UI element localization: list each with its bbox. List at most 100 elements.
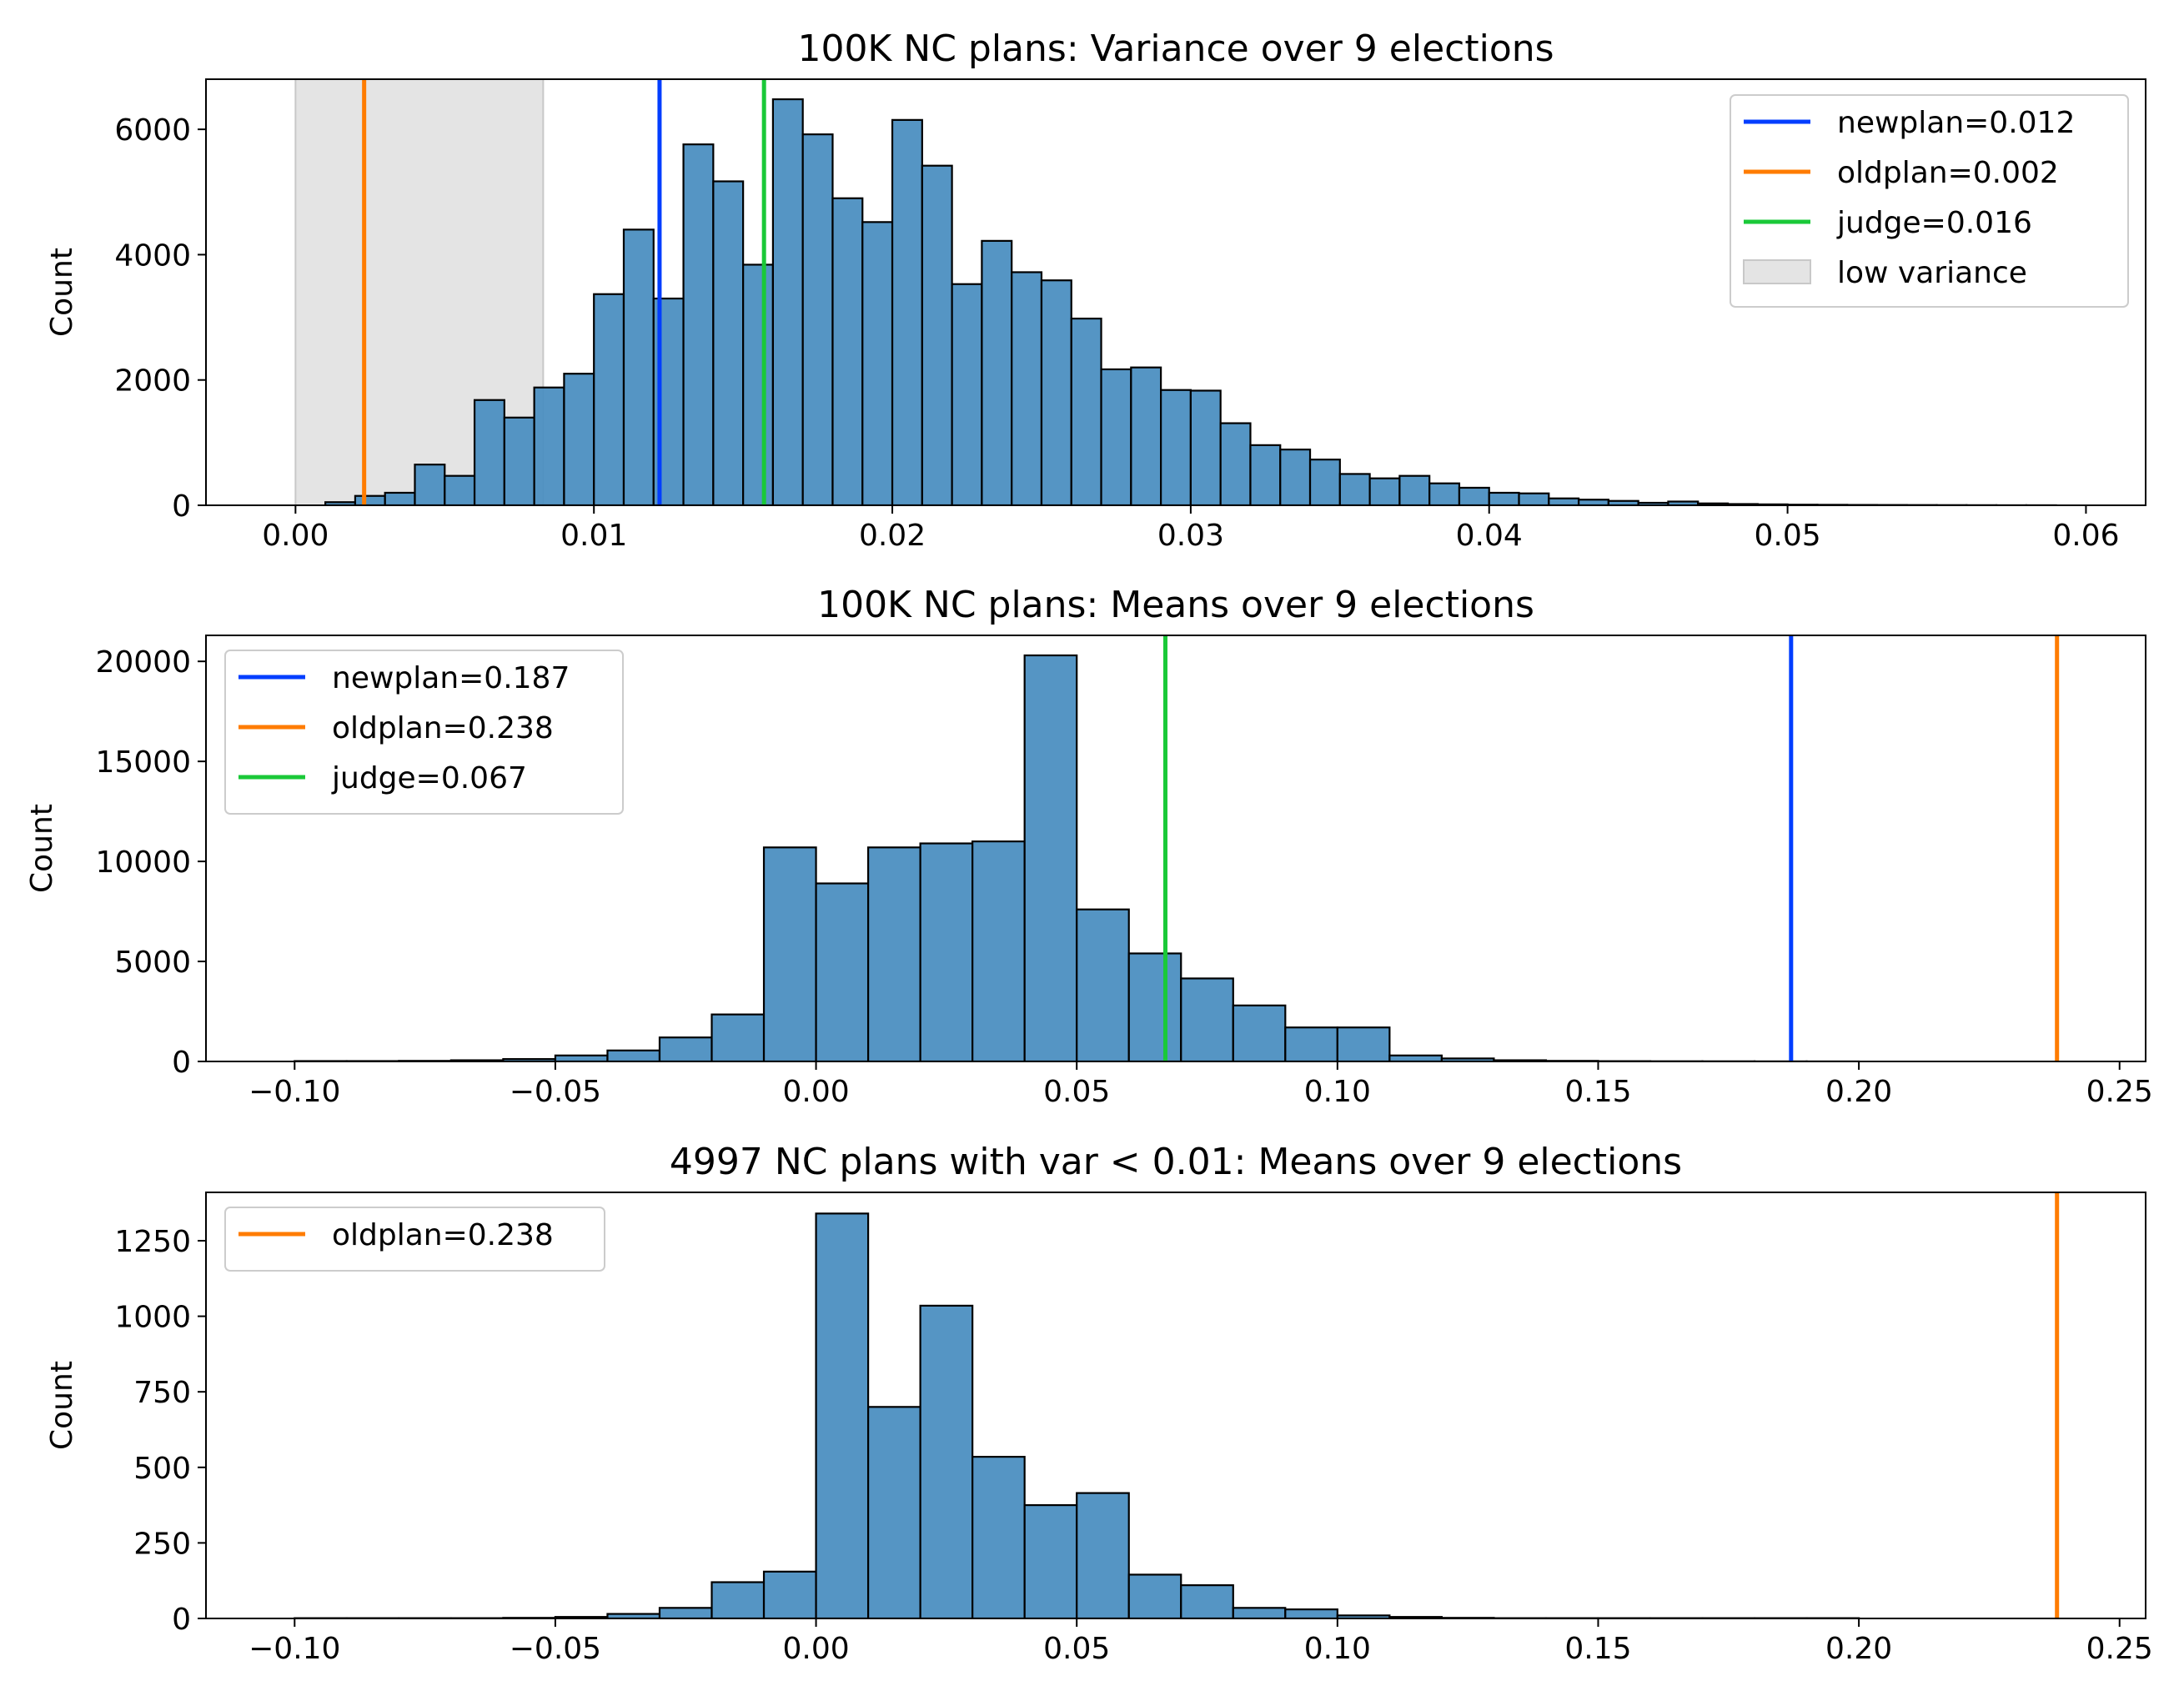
histogram-bar bbox=[921, 164, 953, 505]
legend-box bbox=[1730, 94, 2129, 308]
histogram-bar bbox=[1518, 492, 1550, 505]
histogram-bar bbox=[1100, 368, 1132, 505]
x-tick-label: 0.25 bbox=[2086, 1075, 2153, 1109]
legend: newplan=0.187 oldplan=0.238 judge=0.067 bbox=[224, 650, 624, 815]
x-tick-label: 0.02 bbox=[859, 519, 926, 553]
y-tick-label: 0 bbox=[172, 489, 191, 524]
histogram-bar bbox=[742, 263, 775, 505]
histogram-bar bbox=[658, 1607, 713, 1618]
x-tick-label: 0.20 bbox=[1825, 1632, 1892, 1666]
histogram-bar bbox=[1458, 486, 1490, 505]
legend-label: oldplan=0.238 bbox=[332, 711, 554, 745]
y-tick-label: 20000 bbox=[95, 645, 191, 680]
histogram-bar bbox=[682, 143, 715, 505]
legend-label: low variance bbox=[1837, 256, 2027, 290]
y-axis-label: Count bbox=[25, 804, 59, 893]
histogram-bar bbox=[1232, 1607, 1287, 1618]
histogram-bar bbox=[1127, 952, 1182, 1061]
y-tick-label: 1000 bbox=[114, 1301, 191, 1335]
histogram-bar bbox=[919, 1304, 974, 1618]
subplot-1: 0.00 0.01 0.02 0.03 0.04 0.05 0.06 0 2000 4000 600… bbox=[45, 28, 2146, 553]
histogram-bar bbox=[622, 228, 655, 505]
histogram-bar bbox=[414, 464, 446, 505]
chart-title: 100K NC plans: Variance over 9 elections bbox=[797, 28, 1554, 70]
histogram-bar bbox=[1308, 459, 1341, 505]
histogram-bar bbox=[1219, 422, 1252, 505]
plot-area bbox=[294, 1192, 2060, 1618]
histogram-bar bbox=[815, 882, 870, 1061]
histogram-bar bbox=[1076, 1492, 1130, 1618]
legend-label: newplan=0.187 bbox=[332, 661, 570, 695]
histogram-bar bbox=[1180, 977, 1234, 1061]
histogram-bar bbox=[866, 846, 921, 1061]
histogram-bar bbox=[861, 221, 894, 505]
histogram-bar bbox=[1398, 474, 1431, 505]
histogram-bar bbox=[1388, 1054, 1443, 1061]
chart-title: 100K NC plans: Means over 9 elections bbox=[817, 584, 1534, 626]
histogram-bar bbox=[1023, 654, 1078, 1061]
x-tick-label: 0.10 bbox=[1304, 1075, 1371, 1109]
histogram-bar bbox=[554, 1054, 609, 1061]
y-tick-label: 5000 bbox=[114, 946, 191, 980]
histogram-bar bbox=[1284, 1026, 1338, 1061]
histogram-bar bbox=[951, 283, 983, 505]
axes-frame bbox=[205, 635, 2146, 1062]
histogram-bar bbox=[1284, 1608, 1338, 1618]
histogram-bar bbox=[384, 491, 416, 505]
y-tick-label: 4000 bbox=[114, 238, 191, 273]
histogram-bar bbox=[866, 1406, 921, 1618]
legend-label: judge=0.016 bbox=[1836, 206, 2032, 240]
histogram-bar bbox=[1189, 389, 1222, 505]
y-tick-label: 6000 bbox=[114, 113, 191, 148]
legend-box bbox=[224, 1207, 605, 1272]
legend-label: judge=0.067 bbox=[331, 761, 527, 795]
legend-label: oldplan=0.002 bbox=[1837, 156, 2059, 190]
y-tick-label: 750 bbox=[133, 1376, 191, 1410]
x-tick-label: 0.05 bbox=[1755, 519, 1821, 553]
histogram-bar bbox=[1040, 279, 1072, 505]
x-tick-label: 0.06 bbox=[2052, 519, 2119, 553]
y-tick-label: 0 bbox=[172, 1603, 191, 1637]
histogram-bar bbox=[1160, 389, 1192, 505]
histogram-bar bbox=[1428, 482, 1461, 505]
y-tick-label: 0 bbox=[172, 1046, 191, 1080]
histogram-bar bbox=[831, 197, 864, 505]
histogram-bar bbox=[1249, 444, 1282, 505]
histogram-bar bbox=[563, 373, 595, 505]
x-tick-label: 0.25 bbox=[2086, 1632, 2153, 1666]
y-tick-label: 10000 bbox=[95, 845, 191, 880]
plot-area bbox=[294, 635, 2060, 1061]
histogram-bar bbox=[503, 416, 535, 505]
histogram-bar bbox=[1336, 1026, 1391, 1061]
histogram-bar bbox=[771, 98, 804, 505]
x-tick-label: 0.15 bbox=[1564, 1632, 1631, 1666]
histogram-bar bbox=[801, 133, 834, 505]
histogram-bar bbox=[1130, 366, 1162, 505]
x-tick-label: 0.03 bbox=[1157, 519, 1224, 553]
histogram-bar bbox=[1011, 271, 1043, 505]
histogram-bar bbox=[444, 474, 476, 505]
histogram-bar bbox=[972, 840, 1026, 1061]
histogram-bar bbox=[473, 399, 505, 505]
legend-label: oldplan=0.238 bbox=[332, 1218, 554, 1252]
legend: oldplan=0.238 bbox=[224, 1207, 605, 1272]
x-tick-label: 0.20 bbox=[1825, 1075, 1892, 1109]
histogram-bar bbox=[919, 842, 974, 1061]
histogram-bar bbox=[762, 846, 817, 1061]
legend: newplan=0.012 oldplan=0.002 judge=0.016 low… bbox=[1730, 94, 2129, 308]
x-tick-label: −0.05 bbox=[510, 1632, 601, 1666]
histogram-bar bbox=[1076, 908, 1130, 1061]
histogram-bar bbox=[1180, 1584, 1234, 1618]
histogram-bar bbox=[1127, 1573, 1182, 1618]
subplot-2: −0.10 −0.05 0.00 0.05 0.10 0.15 0.20 0.25 0 5000 1… bbox=[25, 584, 2153, 1109]
x-tick-label: 0.00 bbox=[782, 1632, 849, 1666]
x-tick-label: −0.10 bbox=[249, 1632, 340, 1666]
histogram-bar bbox=[1548, 497, 1580, 505]
legend-box bbox=[224, 650, 624, 815]
y-axis-label: Count bbox=[45, 1361, 79, 1450]
y-axis-label: Count bbox=[45, 248, 79, 337]
histogram-bar bbox=[1488, 491, 1520, 505]
subplot-3: −0.10 −0.05 0.00 0.05 0.10 0.15 0.20 0.25 0 250 50… bbox=[45, 1141, 2153, 1666]
legend-swatch bbox=[1743, 259, 1811, 284]
histogram-bar bbox=[1023, 1503, 1078, 1618]
